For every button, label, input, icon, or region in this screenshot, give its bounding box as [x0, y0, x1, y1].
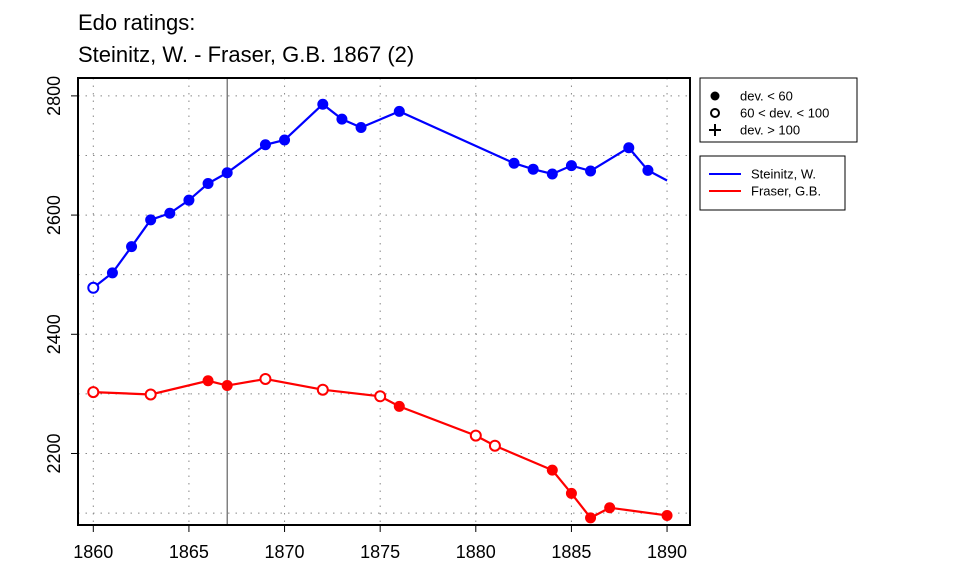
- data-point-open: [469, 429, 482, 442]
- series-steinitz: [87, 98, 668, 294]
- data-point-filled: [585, 165, 597, 177]
- data-point-filled: [642, 164, 654, 176]
- chart-title-line-2: Steinitz, W. - Fraser, G.B. 1867 (2): [78, 42, 414, 67]
- data-point-filled: [585, 512, 597, 524]
- chart-title-line-1: Edo ratings:: [78, 10, 195, 35]
- data-point-open: [144, 388, 157, 401]
- y-tick-label: 2600: [44, 195, 64, 235]
- data-point-filled: [221, 380, 233, 392]
- deviation-legend-label: dev. > 100: [740, 123, 800, 138]
- deviation-legend-box: [699, 77, 858, 143]
- data-point-filled: [106, 267, 118, 279]
- data-point-filled: [164, 207, 176, 219]
- x-tick-label: 1860: [73, 542, 113, 562]
- data-point-filled: [508, 157, 520, 169]
- data-point-filled: [202, 177, 214, 189]
- data-point-open: [87, 281, 100, 294]
- data-point-filled: [546, 464, 558, 476]
- data-point-filled: [565, 487, 577, 499]
- data-point-filled: [355, 121, 367, 133]
- data-point-filled: [604, 502, 616, 514]
- data-point-filled: [317, 98, 329, 110]
- data-point-filled: [183, 194, 195, 206]
- plot-frame: [77, 77, 691, 526]
- data-point-filled: [279, 134, 291, 146]
- data-point-filled: [623, 142, 635, 154]
- deviation-legend: dev. < 60 60 < dev. < 100 dev. > 100: [699, 77, 858, 143]
- data-point-filled: [565, 160, 577, 172]
- x-tick-label: 1875: [360, 542, 400, 562]
- series-legend-label: Fraser, G.B.: [751, 184, 821, 199]
- chart-title: Edo ratings: Steinitz, W. - Fraser, G.B.…: [78, 10, 414, 67]
- legend-open-circle-icon: [710, 108, 720, 118]
- series-legend-box: [699, 155, 846, 211]
- deviation-legend-label: 60 < dev. < 100: [740, 106, 829, 121]
- series-line: [92, 102, 668, 289]
- grid: [78, 78, 690, 525]
- series-legend: Steinitz, W. Fraser, G.B.: [699, 155, 846, 211]
- data-point-filled: [393, 105, 405, 117]
- data-point-filled: [126, 241, 138, 253]
- data-point-open: [488, 439, 501, 452]
- data-point-filled: [259, 139, 271, 151]
- y-tick-label: 2400: [44, 314, 64, 354]
- data-point-open: [87, 386, 100, 399]
- series-legend-label: Steinitz, W.: [751, 167, 816, 182]
- data-point-filled: [527, 163, 539, 175]
- data-point-open: [374, 390, 387, 403]
- data-point-filled: [393, 400, 405, 412]
- y-tick-label: 2200: [44, 433, 64, 473]
- data-point-filled: [336, 113, 348, 125]
- series-fraser: [87, 372, 673, 524]
- x-tick-label: 1880: [456, 542, 496, 562]
- data-point-filled: [145, 214, 157, 226]
- data-point-open: [316, 383, 329, 396]
- y-tick-label: 2800: [44, 76, 64, 116]
- x-tick-label: 1885: [551, 542, 591, 562]
- data-point-filled: [221, 167, 233, 179]
- data-point-filled: [661, 509, 673, 521]
- data-point-filled: [202, 375, 214, 387]
- legend-plus-icon: [709, 124, 721, 136]
- x-tick-label: 1890: [647, 542, 687, 562]
- data-point-open: [259, 372, 272, 385]
- series-group: [87, 98, 673, 524]
- x-tick-label: 1870: [265, 542, 305, 562]
- data-point-filled: [546, 168, 558, 180]
- deviation-legend-label: dev. < 60: [740, 89, 793, 104]
- legend-filled-circle-icon: [710, 91, 720, 101]
- axes: 1860 1865 1870 1875 1880 1885 1890 2200 2400 2600…: [44, 76, 687, 562]
- x-tick-label: 1865: [169, 542, 209, 562]
